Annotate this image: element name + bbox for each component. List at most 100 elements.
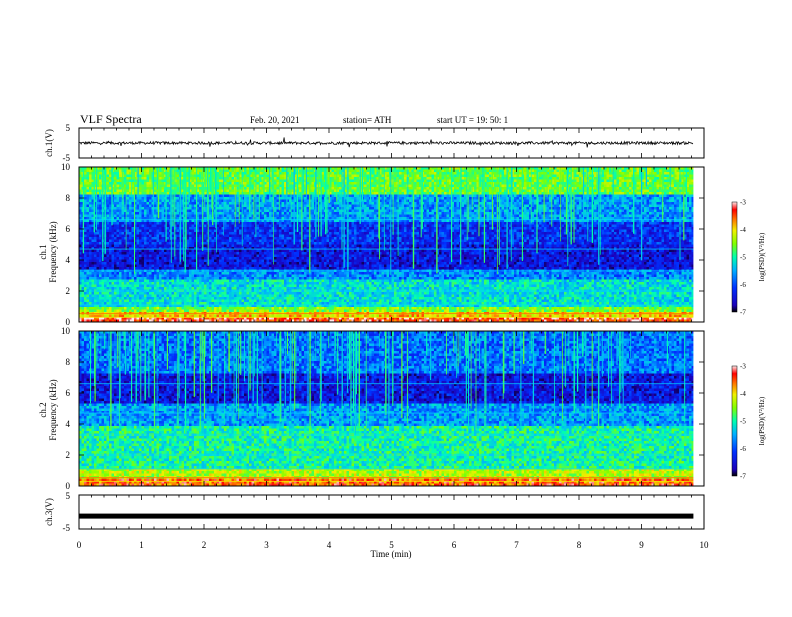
spectrogram-cell (654, 175, 657, 178)
spectrogram-cell (352, 215, 355, 218)
spectrogram-cell (579, 215, 582, 218)
spectrogram-cell (429, 170, 432, 173)
spectrogram-cell (609, 187, 612, 190)
spectrogram-cell (229, 192, 232, 195)
spectrogram-cell (114, 170, 117, 173)
spectrogram-cell (232, 207, 235, 210)
spectrogram-cell (99, 185, 102, 188)
spectrogram-cell (182, 210, 185, 213)
spectrogram-cell (217, 180, 220, 183)
spectrogram-cell (247, 192, 250, 195)
spectrogram-cell (162, 202, 165, 205)
spectrogram-cell (139, 200, 142, 203)
spectrogram-cell (272, 212, 275, 215)
spectrogram-cell (647, 187, 650, 190)
spectrogram-cell (399, 187, 402, 190)
spectrogram-cell (424, 190, 427, 193)
spectrogram-cell (167, 197, 170, 200)
spectrogram-cell (539, 180, 542, 183)
spectrogram-cell (439, 200, 442, 203)
spectrogram-cell (354, 205, 357, 208)
spectrogram-cell (637, 172, 640, 175)
spectrogram-cell (89, 192, 92, 195)
spectrogram-cell (162, 210, 165, 213)
spectrogram-cell (627, 185, 630, 188)
spectrogram-cell (607, 212, 610, 215)
spectrogram-cell (182, 180, 185, 183)
spectrogram-cell (442, 197, 445, 200)
spectrogram-cell (339, 180, 342, 183)
spectrogram-cell (629, 192, 632, 195)
spectrogram-cell (99, 175, 102, 178)
spectrogram-cell (534, 197, 537, 200)
spectrogram-cell (404, 200, 407, 203)
spectrogram-cell (367, 190, 370, 193)
spectrogram-cell (287, 210, 290, 213)
spectrogram-cell (669, 197, 672, 200)
spectrogram-cell (447, 207, 450, 210)
spectrogram-cell (659, 172, 662, 175)
spectrogram-cell (307, 210, 310, 213)
spectrogram-cell (557, 180, 560, 183)
spectrogram-cell (594, 172, 597, 175)
spectrogram-cell (664, 182, 667, 185)
spectrogram-cell (622, 200, 625, 203)
spectrogram-cell (547, 197, 550, 200)
spectrogram-cell (304, 202, 307, 205)
spectrogram-cell (224, 207, 227, 210)
spectrogram-cell (149, 182, 152, 185)
spectrogram-cell (689, 177, 692, 180)
spectrogram-cell (394, 200, 397, 203)
spectrogram-cell (229, 172, 232, 175)
spectrogram-cell (232, 170, 235, 173)
spectrogram-cell (589, 195, 592, 198)
spectrogram-cell (584, 212, 587, 215)
spectrogram-cell (227, 197, 230, 200)
spectrogram-cell (119, 187, 122, 190)
spectrogram-cell (584, 185, 587, 188)
spectrogram-cell (644, 207, 647, 210)
spectrogram-cell (514, 185, 517, 188)
spectrogram-cell (629, 205, 632, 208)
spectrogram-cell (502, 207, 505, 210)
spectrogram-cell (427, 210, 430, 213)
spectrogram-cell (349, 192, 352, 195)
spectrogram-cell (577, 212, 580, 215)
spectrogram-cell (399, 200, 402, 203)
spectrogram-cell (382, 170, 385, 173)
spectrogram-cell (532, 200, 535, 203)
spectrogram-cell (414, 172, 417, 175)
spectrogram-cell (404, 207, 407, 210)
spectrogram-cell (162, 190, 165, 193)
spectrogram-cell (199, 212, 202, 215)
spectrogram-cell (584, 177, 587, 180)
spectrogram-cell (282, 197, 285, 200)
spectrogram-cell (144, 190, 147, 193)
spectrogram-cell (442, 215, 445, 218)
spectrogram-cell (409, 197, 412, 200)
spectrogram-cell (177, 210, 180, 213)
spectrogram-cell (424, 192, 427, 195)
spectrogram-cell (532, 202, 535, 205)
spectrogram-cell (554, 200, 557, 203)
spectrogram-cell (454, 187, 457, 190)
spectrogram-cell (247, 172, 250, 175)
spectrogram-cell (619, 192, 622, 195)
spectrogram-cell (304, 207, 307, 210)
spectrogram-cell (279, 215, 282, 218)
spectrogram-cell (429, 185, 432, 188)
spectrogram-cell (444, 207, 447, 210)
spectrogram-cell (89, 190, 92, 193)
spectrogram-cell (637, 207, 640, 210)
spectrogram-cell (354, 175, 357, 178)
spectrogram-cell (387, 182, 390, 185)
spectrogram-cell (629, 170, 632, 173)
spectrogram-cell (504, 197, 507, 200)
spectrogram-cell (657, 175, 660, 178)
spectrogram-cell (427, 190, 430, 193)
spectrogram-cell (367, 205, 370, 208)
spectrogram-cell (442, 212, 445, 215)
spectrogram-cell (672, 190, 675, 193)
spectrogram-cell (554, 180, 557, 183)
